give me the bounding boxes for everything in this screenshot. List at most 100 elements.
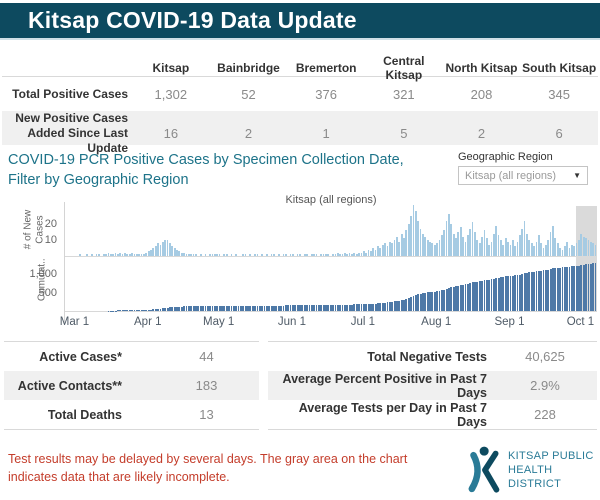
cumulative-bar [469, 283, 472, 311]
new-cases-bar [490, 241, 493, 256]
new-cases-bar [433, 244, 436, 256]
cumulative-bar [523, 273, 526, 311]
cumulative-bar [592, 263, 595, 311]
kitsap-health-logo: KITSAP PUBLIC HEALTH DISTRICT [462, 443, 598, 497]
cumulative-bar [223, 306, 226, 311]
new-cases-bar [563, 246, 566, 256]
new-cases-bar [521, 228, 524, 256]
cumulative-bar [353, 304, 356, 311]
cumulative-bar [393, 301, 396, 311]
cumulative-bar [145, 309, 148, 311]
cumulative-bar [325, 305, 327, 311]
cumulative-bar [481, 280, 483, 311]
new-cases-bar [169, 243, 171, 256]
cumulative-bar [225, 305, 228, 311]
cumulative-bar [310, 305, 313, 311]
cumulative-bar [452, 286, 455, 311]
new-cases-bar [79, 254, 81, 256]
cumulative-bar [388, 301, 391, 311]
cumulative-bar [537, 270, 540, 311]
cumulative-bar [488, 279, 491, 311]
new-cases-bar [171, 246, 174, 256]
cumulative-bar [405, 299, 408, 311]
new-cases-bar [128, 254, 131, 256]
new-cases-bar [91, 254, 93, 256]
cumulative-bar [549, 269, 552, 311]
cumulative-bar [379, 303, 382, 311]
stat-value: 44 [199, 349, 214, 364]
new-cases-bar [469, 228, 472, 256]
cumulative-bar [351, 304, 353, 311]
y-axis-line [64, 202, 65, 324]
new-cases-bar [235, 254, 237, 256]
new-cases-bar [500, 240, 502, 256]
cumulative-bar [433, 291, 436, 311]
new-cases-bar [478, 243, 481, 256]
new-cases-bar [107, 252, 110, 256]
cumulative-bar [180, 306, 183, 311]
cumulative-bar [202, 306, 204, 311]
cumulative-bar [138, 310, 141, 311]
cumulative-bar [589, 263, 592, 311]
delay-disclaimer-note: Test results may be delayed by several d… [8, 452, 408, 485]
cumulative-bar [261, 305, 264, 311]
new-cases-bar [502, 244, 505, 256]
cumulative-bar [159, 308, 162, 311]
cumulative-bar [171, 307, 174, 311]
cumulative-bar [398, 300, 401, 311]
new-cases-bar [523, 220, 526, 256]
cumulative-bar [360, 304, 363, 311]
cumulative-bar [419, 293, 422, 311]
cumulative-bar [301, 305, 304, 311]
new-cases-bar [211, 254, 214, 256]
cumulative-bar [306, 305, 309, 311]
new-cases-bar [299, 254, 301, 256]
new-cases-bar [166, 240, 169, 256]
region-header: Bremerton [295, 61, 357, 75]
new-cases-bar [518, 235, 521, 256]
cumulative-bar [117, 310, 119, 311]
cumulative-bar [476, 281, 479, 311]
cumulative-bar [466, 283, 469, 311]
x-tick-label: Aug 1 [421, 316, 452, 328]
cumulative-bar [263, 305, 266, 311]
new-cases-bar [284, 254, 287, 256]
cell-value: 5 [400, 126, 408, 141]
new-cases-bar [105, 254, 107, 256]
new-cases-bar [528, 240, 531, 256]
cumulative-bar [166, 307, 169, 311]
cumulative-bar [431, 291, 434, 311]
cell-value: 345 [548, 86, 570, 102]
new-cases-bar [273, 254, 275, 256]
new-cases-bar [552, 225, 554, 256]
cumulative-bar [374, 303, 377, 311]
x-tick-label: Jul 1 [350, 316, 376, 328]
cumulative-bar [152, 309, 155, 311]
geographic-region-select[interactable]: Kitsap (all regions) ▼ [458, 166, 588, 185]
cumulative-bar [249, 305, 252, 311]
cell-value: 2 [477, 126, 486, 141]
new-cases-bar [452, 233, 455, 256]
new-cases-bar [374, 249, 377, 256]
cumulative-bar [256, 305, 259, 311]
new-cases-bar [112, 254, 115, 256]
cumulative-bar [185, 306, 188, 311]
cumulative-bar [436, 291, 439, 311]
new-cases-bar [223, 254, 226, 256]
new-cases-bar [173, 248, 176, 256]
filter-label: Geographic Region [458, 151, 553, 163]
cumulative-bar [502, 276, 505, 311]
cumulative-bar [507, 276, 509, 311]
new-cases-bar [320, 254, 323, 256]
x-tick-label: Oct 1 [566, 316, 595, 328]
cumulative-bar [211, 306, 214, 311]
cumulative-bar [280, 305, 283, 311]
new-cases-bar [407, 224, 410, 256]
new-cases-bar [516, 241, 519, 256]
new-cases-bar [448, 214, 450, 256]
cell-value: 52 [241, 86, 256, 102]
new-cases-bar [178, 251, 181, 256]
cumulative-bar [199, 306, 202, 311]
new-cases-bar [199, 254, 202, 256]
